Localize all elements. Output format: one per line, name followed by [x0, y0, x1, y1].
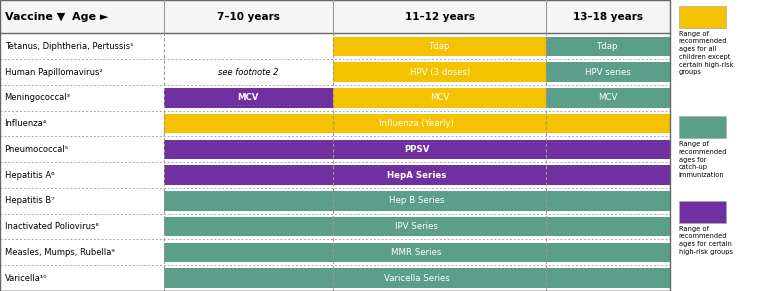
Text: Hep B Series: Hep B Series: [389, 196, 444, 205]
Text: Inactivated Poliovirus⁸: Inactivated Poliovirus⁸: [5, 222, 98, 231]
Text: 13–18 years: 13–18 years: [573, 12, 643, 22]
Text: Tetanus, Diphtheria, Pertussis¹: Tetanus, Diphtheria, Pertussis¹: [5, 42, 133, 51]
Text: Influenza⁴: Influenza⁴: [5, 119, 47, 128]
Bar: [546, 62, 670, 82]
Bar: [333, 62, 546, 82]
Bar: [0, 0, 670, 291]
Text: Tdap: Tdap: [429, 42, 451, 51]
Bar: [333, 37, 546, 56]
Text: see footnote 2: see footnote 2: [218, 68, 279, 77]
Text: Vaccine ▼: Vaccine ▼: [5, 12, 65, 22]
Bar: [164, 243, 670, 262]
Bar: [546, 37, 670, 56]
Text: Varicella Series: Varicella Series: [384, 274, 450, 283]
Bar: [164, 268, 670, 288]
Text: Influenza (Yearly): Influenza (Yearly): [379, 119, 454, 128]
Text: Tdap: Tdap: [597, 42, 619, 51]
Bar: [164, 165, 670, 185]
Text: Varicella¹⁰: Varicella¹⁰: [5, 274, 47, 283]
Text: 7–10 years: 7–10 years: [217, 12, 280, 22]
Text: HepA Series: HepA Series: [387, 171, 447, 180]
Text: Range of
recommended
ages for
catch-up
immunization: Range of recommended ages for catch-up i…: [679, 141, 728, 178]
Text: Age ►: Age ►: [72, 12, 109, 22]
Bar: [679, 116, 726, 138]
Text: HPV (3 doses): HPV (3 doses): [409, 68, 470, 77]
Text: MMR Series: MMR Series: [391, 248, 442, 257]
Bar: [164, 217, 670, 236]
Text: MCV: MCV: [237, 93, 259, 102]
Text: 11–12 years: 11–12 years: [405, 12, 475, 22]
Text: HPV series: HPV series: [585, 68, 631, 77]
Text: Range of
recommended
ages for certain
high-risk groups: Range of recommended ages for certain hi…: [679, 226, 733, 255]
Text: Pneumococcal⁵: Pneumococcal⁵: [5, 145, 68, 154]
Text: MCV: MCV: [598, 93, 618, 102]
Bar: [164, 88, 333, 108]
Bar: [164, 191, 670, 211]
Bar: [0, 0, 670, 33]
Text: Hepatitis A⁶: Hepatitis A⁶: [5, 171, 54, 180]
Bar: [164, 140, 670, 159]
Text: Human Papillomavirus²: Human Papillomavirus²: [5, 68, 102, 77]
Bar: [0, 0, 670, 291]
Bar: [164, 114, 670, 133]
Text: IPV Series: IPV Series: [395, 222, 438, 231]
Bar: [333, 88, 546, 108]
Bar: [679, 201, 726, 223]
Text: Meningococcal³: Meningococcal³: [5, 93, 71, 102]
Text: Measles, Mumps, Rubella⁹: Measles, Mumps, Rubella⁹: [5, 248, 114, 257]
Text: Hepatitis B⁷: Hepatitis B⁷: [5, 196, 54, 205]
Bar: [546, 88, 670, 108]
Text: PPSV: PPSV: [404, 145, 429, 154]
Bar: [679, 6, 726, 28]
Text: Range of
recommended
ages for all
children except
certain high-risk
groups: Range of recommended ages for all childr…: [679, 31, 734, 75]
Text: MCV: MCV: [430, 93, 449, 102]
